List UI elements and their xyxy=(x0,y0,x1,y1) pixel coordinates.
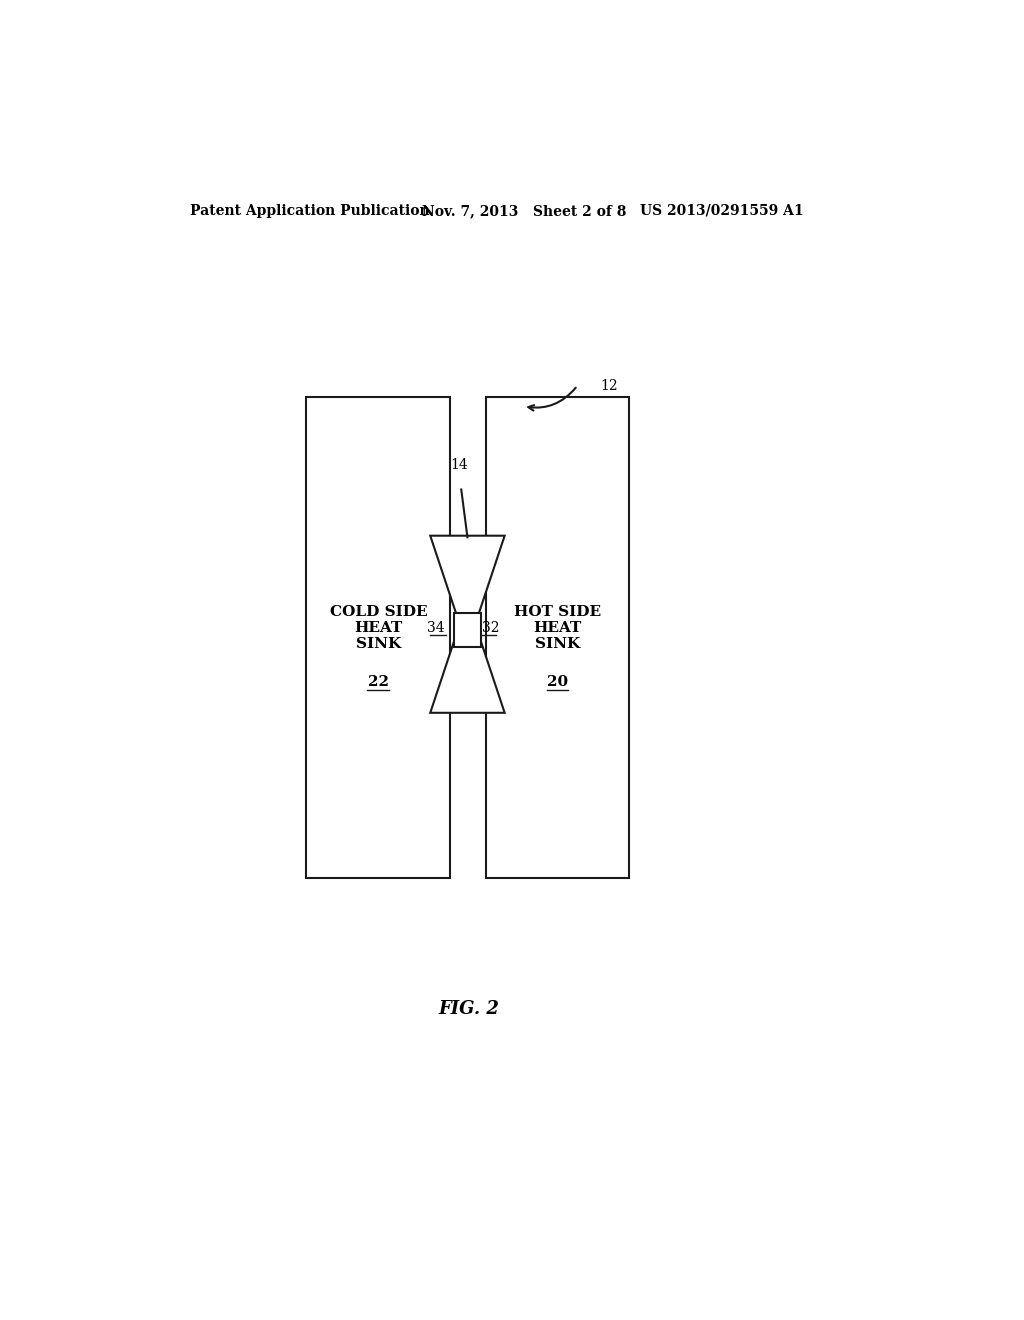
Text: 12: 12 xyxy=(601,379,618,392)
Bar xyxy=(486,397,630,878)
Text: 14: 14 xyxy=(451,458,468,471)
Text: Nov. 7, 2013   Sheet 2 of 8: Nov. 7, 2013 Sheet 2 of 8 xyxy=(423,203,627,218)
Text: FIG. 2: FIG. 2 xyxy=(438,1001,500,1018)
Text: 20: 20 xyxy=(547,675,568,689)
Text: 32: 32 xyxy=(482,622,500,635)
Bar xyxy=(455,612,480,647)
Text: COLD SIDE
HEAT
SINK: COLD SIDE HEAT SINK xyxy=(330,605,427,651)
Text: 22: 22 xyxy=(368,675,389,689)
Polygon shape xyxy=(430,624,505,713)
Text: Patent Application Publication: Patent Application Publication xyxy=(190,203,430,218)
Polygon shape xyxy=(430,536,505,624)
Text: HOT SIDE
HEAT
SINK: HOT SIDE HEAT SINK xyxy=(514,605,601,651)
Text: US 2013/0291559 A1: US 2013/0291559 A1 xyxy=(640,203,803,218)
Text: 34: 34 xyxy=(427,622,444,635)
Bar xyxy=(306,397,450,878)
